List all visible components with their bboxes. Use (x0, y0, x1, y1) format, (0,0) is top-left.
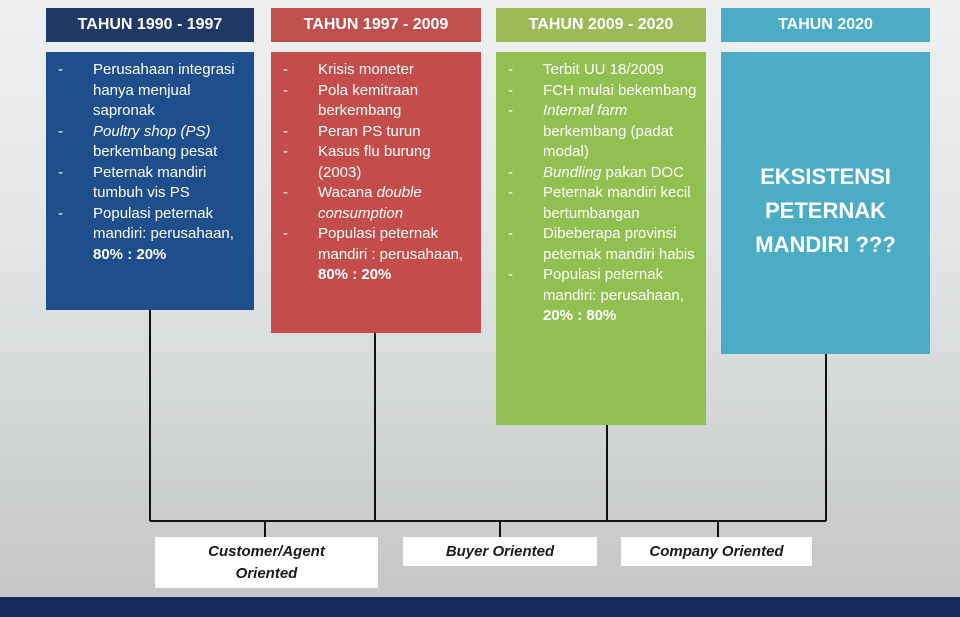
bullet-dash: - (283, 224, 288, 245)
text-run: Pola kemitraan berkembang (318, 82, 422, 120)
bullet-item: - Dibeberapa provinsi peternak mandiri ha… (496, 224, 698, 265)
bullet-dash: - (58, 204, 63, 225)
text-run: Populasi peternak mandiri : perusahaan, (318, 225, 467, 263)
slide: TAHUN 1990 - 1997 - Perusahaan integrasi h… (0, 0, 960, 617)
bullet-dash: - (283, 142, 288, 163)
bullet-dash: - (508, 81, 513, 102)
text-run: Terbit UU 18/2009 (543, 61, 664, 78)
bullet-dash: - (508, 265, 513, 286)
bullet-dash: - (508, 183, 513, 204)
text-run: Krisis moneter (318, 61, 414, 78)
text-run: Perusahaan integrasi hanya menjual sapro… (93, 61, 239, 119)
text-run: Dibeberapa provinsi peternak mandiri hab… (543, 225, 695, 263)
column-body: - Terbit UU 18/2009 - FCH mulai bekembang - I… (496, 52, 706, 425)
bullet-item: -Poultry shop (PS) berkembang pesat (46, 122, 246, 163)
bullet-item: -Populasi peternak mandiri: perusahaan, … (496, 265, 698, 327)
statement: EKSISTENSI PETERNAK MANDIRI ??? (721, 160, 922, 262)
column-header: TAHUN 1990 - 1997 (46, 8, 254, 42)
text-run: Populasi peternak mandiri: perusahaan, (543, 266, 688, 304)
bullet-item: -Wacana double consumption (271, 183, 473, 224)
text-run: Peran PS turun (318, 123, 421, 140)
bullet-item: - Perusahaan integrasi hanya menjual sapr… (46, 60, 246, 122)
bullet-item: - Bundling pakan DOC (496, 163, 698, 184)
bullet-dash: - (283, 183, 288, 204)
bullet-item: - Kasus flu burung (2003) (271, 142, 473, 183)
bullet-item: - FCH mulai bekembang (496, 81, 698, 102)
bullet-item: - Peternak mandiri tumbuh vis PS (46, 163, 246, 204)
bullet-dash: - (508, 101, 513, 122)
text-run: Kasus flu burung (2003) (318, 143, 435, 181)
bullet-item: - Krisis moneter (271, 60, 473, 81)
bullet-item: - Peran PS turun (271, 122, 473, 143)
bullet-item: -Internal farm berkembang (padat modal) (496, 101, 698, 163)
column-header: TAHUN 1997 - 2009 (271, 8, 481, 42)
bullet-item: - Pola kemitraan berkembang (271, 81, 473, 122)
bullet-dash: - (58, 60, 63, 81)
bullet-item: -Populasi peternak mandiri: perusahaan, … (46, 204, 246, 266)
bullet-dash: - (508, 60, 513, 81)
text-run: Wacana (318, 184, 377, 201)
bullet-item: - Terbit UU 18/2009 (496, 60, 698, 81)
orientation-label: Customer/Agent Oriented (155, 537, 378, 588)
bullet-item: - Populasi peternak mandiri : perusahaan,… (271, 224, 473, 286)
bullet-dash: - (283, 81, 288, 102)
column-body: EKSISTENSI PETERNAK MANDIRI ??? (721, 52, 930, 354)
text-run: Peternak mandiri tumbuh vis PS (93, 164, 211, 202)
text-run: FCH mulai bekembang (543, 82, 696, 99)
bullet-item: - Peternak mandiri kecil bertumbangan (496, 183, 698, 224)
column-body: - Krisis moneter - Pola kemitraan berkemban… (271, 52, 481, 333)
text-run: Bundling (543, 164, 601, 181)
column-header: TAHUN 2020 (721, 8, 930, 42)
text-run: 20% : 80% (543, 307, 616, 324)
footer-bar (0, 597, 960, 617)
column-header: TAHUN 2009 - 2020 (496, 8, 706, 42)
text-run: 80% : 20% (318, 266, 391, 283)
bullet-dash: - (283, 122, 288, 143)
text-run: Peternak mandiri kecil bertumbangan (543, 184, 695, 222)
bullet-dash: - (508, 163, 513, 184)
bullet-dash: - (508, 224, 513, 245)
orientation-label: Company Oriented (621, 537, 812, 566)
text-run: Poultry shop (PS) (93, 123, 211, 140)
bullet-dash: - (58, 122, 63, 143)
text-run: 80% : 20% (93, 246, 166, 263)
text-run: Populasi peternak mandiri: perusahaan, (93, 205, 238, 243)
column-body: - Perusahaan integrasi hanya menjual sapr… (46, 52, 254, 310)
bullet-dash: - (283, 60, 288, 81)
text-run: Internal farm (543, 102, 627, 119)
text-run: pakan DOC (601, 164, 684, 181)
orientation-label: Buyer Oriented (403, 537, 597, 566)
bullet-dash: - (58, 163, 63, 184)
